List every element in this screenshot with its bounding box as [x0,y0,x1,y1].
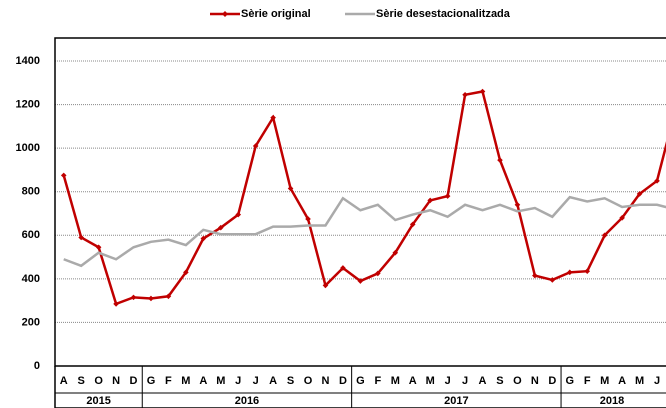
x-tick-label: N [112,375,120,387]
legend-label: Sèrie original [241,8,311,20]
data-point [636,191,643,197]
x-tick-label: F [165,375,172,387]
data-point [497,157,503,163]
data-point [183,269,189,276]
x-tick-label: D [130,375,138,387]
x-tick-label: J [462,375,468,387]
data-point [409,221,416,228]
data-point [375,270,381,277]
data-point [601,232,608,239]
x-tick-label: A [409,375,417,387]
y-tick-label: 1000 [16,142,40,154]
y-tick-label: 1400 [16,55,40,67]
legend-marker [222,11,228,17]
y-tick-label: 400 [22,273,40,285]
y-tick-label: 600 [22,229,40,241]
data-point [165,293,172,300]
data-point [479,88,486,95]
year-label: 2016 [235,395,259,407]
x-tick-label: M [216,375,225,387]
x-tick-label: D [548,375,556,387]
data-point [200,235,207,242]
x-tick-label: S [496,375,503,387]
data-point [78,234,84,241]
data-point [130,294,137,301]
data-point [584,268,591,275]
x-tick-label: M [426,375,435,387]
x-tick-label: O [304,375,313,387]
data-point [252,143,259,149]
data-point [270,114,276,121]
legend-label: Sèrie desestacionalitzada [376,8,511,20]
x-tick-label: A [479,375,487,387]
x-tick-label: O [513,375,522,387]
x-tick-label: G [356,375,365,387]
data-point [113,301,119,307]
x-tick-label: O [94,375,103,387]
x-tick-label: F [374,375,381,387]
x-tick-label: S [78,375,85,387]
x-tick-label: J [253,375,259,387]
x-tick-label: G [147,375,156,387]
data-point [427,197,433,204]
x-tick-label: M [635,375,644,387]
x-tick-label: S [287,375,294,387]
data-point [340,265,346,271]
series-line [62,90,666,306]
data-point [549,277,556,283]
series-line [63,195,666,268]
data-point [514,201,521,208]
year-label: 2017 [444,395,468,407]
data-point [462,91,468,98]
data-point [444,193,451,199]
x-tick-label: A [60,375,68,387]
y-tick-label: 0 [34,360,40,372]
x-tick-label: J [445,375,451,387]
x-tick-label: D [339,375,347,387]
data-point [60,172,67,179]
plot-frame [54,37,666,367]
year-label: 2018 [600,395,624,407]
data-point [305,216,311,222]
x-tick-label: N [321,375,329,387]
y-tick-label: 200 [22,316,40,328]
x-tick-label: N [531,375,539,387]
x-tick-label: A [199,375,207,387]
data-point [654,178,660,184]
x-tick-label: F [584,375,591,387]
data-point [357,278,364,284]
x-tick-label: M [391,375,400,387]
data-point [392,249,399,256]
x-tick-label: M [600,375,609,387]
data-point [287,185,294,192]
data-point [566,269,573,276]
data-point [235,211,242,218]
x-tick-label: J [235,375,241,387]
data-point [217,224,224,231]
y-tick-label: 1200 [16,98,40,110]
data-point [532,272,538,279]
data-point [322,282,329,289]
x-tick-label: G [565,375,574,387]
data-point [619,215,625,221]
y-tick-label: 800 [22,186,40,198]
x-tick-label: J [654,375,660,387]
x-tick-label: M [181,375,190,387]
year-label: 2015 [86,395,110,407]
x-tick-label: A [618,375,626,387]
x-tick-label: A [269,375,277,387]
data-point [95,244,102,251]
data-point [148,295,154,302]
